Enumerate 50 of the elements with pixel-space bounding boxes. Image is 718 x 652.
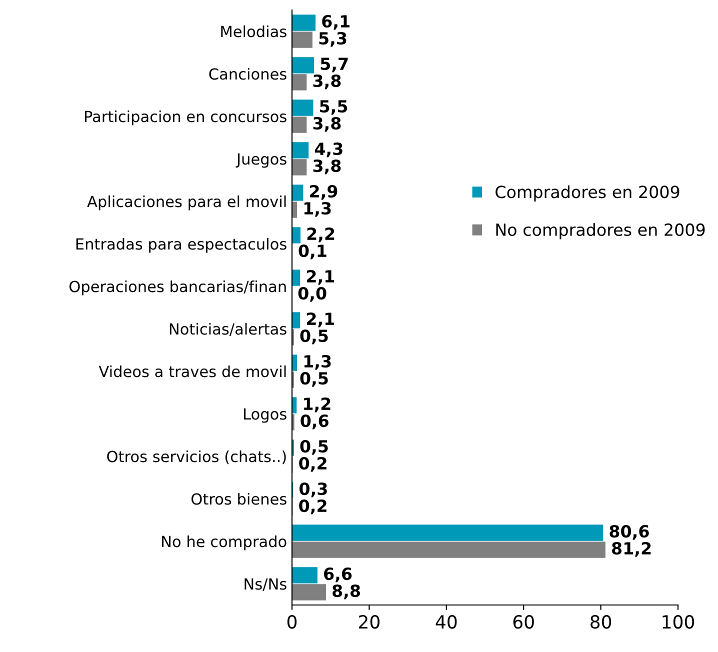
- data-label: 4,3: [314, 142, 342, 158]
- data-label: 5,7: [320, 58, 348, 72]
- data-label: 1,2: [304, 397, 330, 412]
- y-tick-label: Otros bienes: [191, 492, 286, 505]
- data-label: 8,8: [332, 584, 360, 600]
- y-tick-label: Melodias: [221, 25, 286, 38]
- y-tick-label: Entradas para espectaculos: [76, 238, 286, 253]
- data-label: 3,8: [313, 159, 341, 174]
- data-label: 3,8: [313, 116, 341, 132]
- data-label: 0,5: [300, 329, 328, 344]
- x-tick-label: 20: [359, 615, 380, 629]
- data-label: 2,9: [310, 184, 338, 200]
- y-tick-label: Otros servicios (chats..): [107, 450, 286, 464]
- data-label: 0,1: [298, 244, 326, 260]
- y-tick-label: Logos: [244, 408, 286, 423]
- y-tick-label: Videos a traves de movil: [98, 365, 286, 378]
- data-label: 1,3: [304, 202, 331, 217]
- data-label: 6,6: [324, 567, 352, 582]
- y-tick-label: Noticias/alertas: [170, 322, 286, 336]
- y-tick-label: Canciones: [209, 68, 286, 80]
- y-tick-label: Participacion en concursos: [85, 110, 286, 126]
- data-label: 0,3: [300, 482, 327, 498]
- x-tick-label: 100: [662, 615, 694, 629]
- legend-label: Compradores en 2009: [496, 185, 680, 202]
- y-tick-label: Operaciones bancarias/finan: [69, 280, 286, 296]
- y-tick-label: Juegos: [236, 153, 286, 168]
- data-label: 0,0: [298, 286, 326, 302]
- data-label: 5,3: [319, 32, 346, 47]
- data-label: 3,8: [313, 74, 341, 90]
- y-tick-label: Ns/Ns: [244, 578, 286, 591]
- data-label: 1,3: [304, 354, 331, 370]
- data-label: 0,5: [300, 440, 328, 455]
- x-tick-label: 60: [513, 615, 534, 629]
- y-tick-label: No he comprado: [162, 535, 286, 550]
- x-tick-label: 40: [436, 615, 457, 629]
- data-label: 0,2: [299, 499, 326, 514]
- x-tick-label: 80: [590, 615, 612, 629]
- data-label: 2,2: [307, 227, 334, 242]
- data-label: 81,2: [612, 542, 651, 557]
- data-label: 6,1: [322, 14, 350, 30]
- data-label: 2,1: [306, 270, 334, 285]
- data-label: 5,5: [320, 100, 348, 115]
- data-label: 0,5: [300, 372, 328, 387]
- data-label: 2,1: [306, 312, 334, 328]
- y-tick-label: Aplicaciones para el movil: [87, 195, 286, 210]
- data-label: 80,6: [610, 524, 649, 540]
- data-label: 0,6: [300, 414, 328, 430]
- data-label: 0,2: [299, 456, 326, 472]
- x-tick-label: 0: [287, 615, 297, 629]
- legend-label: No compradores en 2009: [496, 223, 705, 240]
